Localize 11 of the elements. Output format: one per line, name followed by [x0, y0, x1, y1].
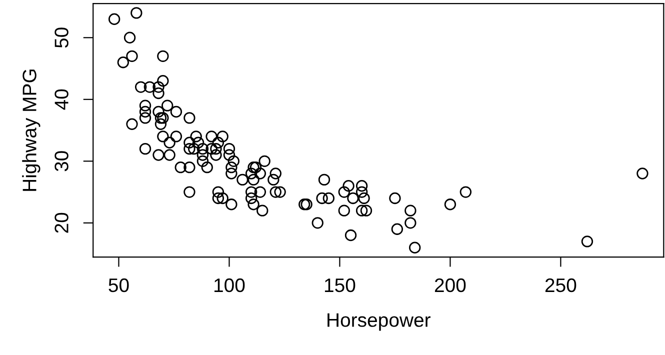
y-tick-label: 30 [54, 151, 68, 172]
y-tick-label: 40 [54, 89, 68, 110]
x-axis-title: Horsepower [328, 313, 430, 331]
x-tick-label: 100 [214, 278, 245, 292]
y-tick-label: 50 [54, 28, 68, 48]
y-tick-label: 20 [54, 212, 68, 233]
x-tick-label: 150 [324, 278, 356, 292]
x-tick-label: 50 [108, 278, 129, 292]
y-axis-title: Highway MPG [22, 70, 40, 191]
x-tick-label: 250 [545, 278, 576, 292]
x-tick-label: 200 [434, 278, 466, 292]
